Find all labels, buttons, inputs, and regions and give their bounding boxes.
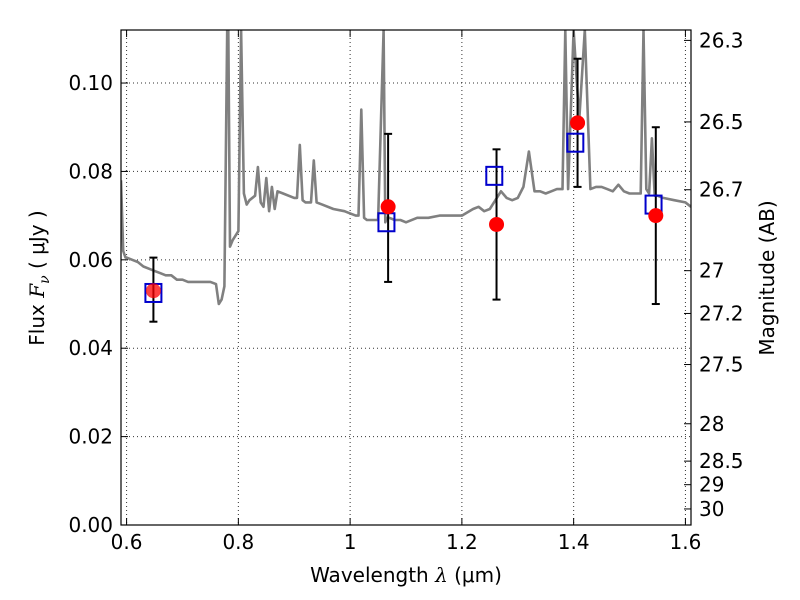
- y-tick-label: 0.08: [68, 159, 113, 183]
- y-axis-title: Flux Fν ( μJy ): [25, 210, 53, 345]
- x-tick-label: 1: [344, 530, 357, 554]
- observed-flux-point: [380, 199, 396, 215]
- x-axis-title: Wavelength λ (μm): [310, 563, 502, 587]
- y-tick-label: 0.10: [68, 71, 113, 95]
- y-tick-label: 0.00: [68, 513, 113, 537]
- x-tick-label: 1.4: [558, 530, 590, 554]
- plot-frame: [120, 29, 692, 526]
- observed-flux-point: [145, 283, 161, 299]
- x-tick-label: 1.6: [670, 530, 702, 554]
- y2-tick-label: 26.3: [699, 28, 744, 52]
- y2-tick-label: 26.7: [699, 178, 744, 202]
- y2-axis-title: Magnitude (AB): [755, 200, 779, 355]
- x-tick-label: 1.2: [446, 530, 478, 554]
- y-tick-label: 0.06: [68, 248, 113, 272]
- grid-lines: [121, 30, 691, 526]
- y-tick-label: 0.02: [68, 425, 113, 449]
- y2-tick-label: 27.5: [699, 353, 744, 377]
- y2-tick-label: 27.2: [699, 301, 744, 325]
- x-tick-label: 0.6: [111, 530, 143, 554]
- model-spectrum-line: [121, 30, 691, 306]
- y2-tick-label: 30: [699, 497, 724, 521]
- x-tick-label: 0.8: [222, 530, 254, 554]
- y2-tick-label: 26.5: [699, 110, 744, 134]
- axis-ticks: 0.6 0.8 1 1.2 1.4 1.6 0.00 0.02 0.04 0.06 0.08 0.10…: [68, 28, 743, 554]
- observed-flux-point: [489, 216, 505, 232]
- model-photometry-square: [566, 132, 585, 153]
- observed-flux-point: [570, 115, 586, 131]
- y2-tick-label: 29: [699, 473, 724, 497]
- plot-area: [121, 30, 691, 306]
- model-photometry-square: [485, 165, 504, 186]
- y2-tick-label: 27: [699, 259, 724, 283]
- observed-flux-point: [648, 208, 664, 224]
- y2-tick-label: 28.5: [699, 449, 744, 473]
- y2-tick-label: 28: [699, 412, 724, 436]
- markers: [144, 115, 664, 303]
- y-tick-label: 0.04: [68, 336, 113, 360]
